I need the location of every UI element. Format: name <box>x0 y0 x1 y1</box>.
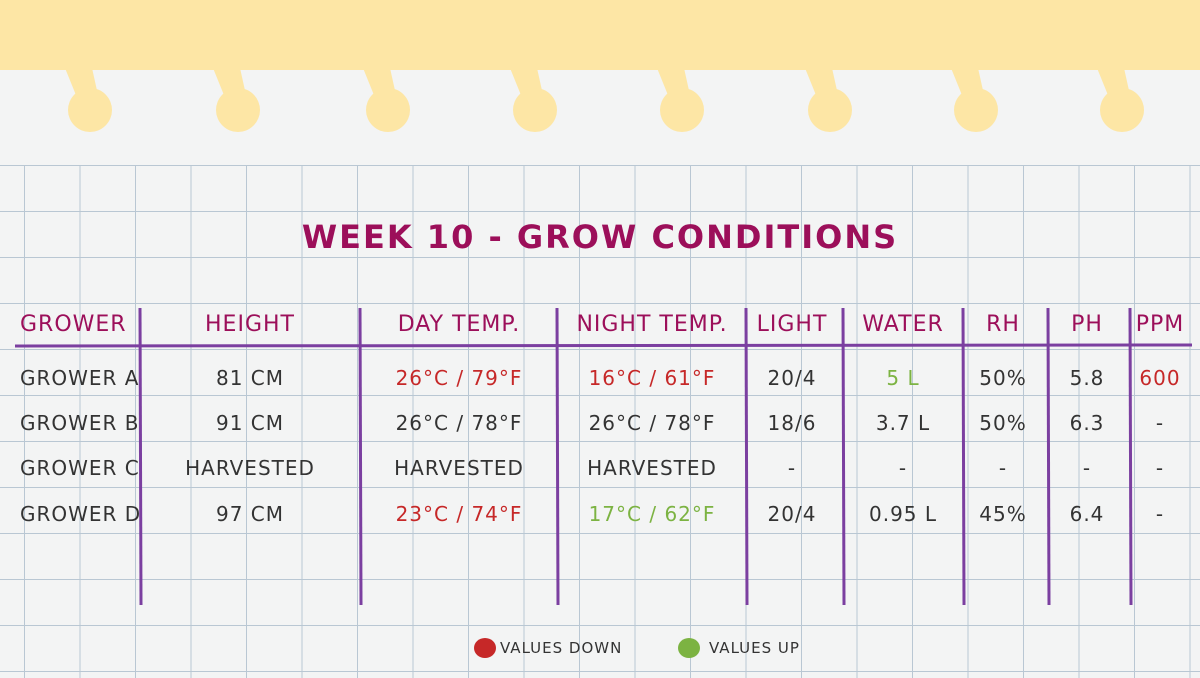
table-cell: HARVESTED <box>587 456 717 480</box>
table-cell: 26°C / 79°F <box>395 366 523 390</box>
table-cell: - <box>1155 456 1165 480</box>
column-header: NIGHT TEMP. <box>576 312 728 337</box>
table-cell: - <box>1082 456 1092 480</box>
column-rule <box>744 307 749 606</box>
tab-hole <box>513 88 557 132</box>
column-rule <box>555 307 560 606</box>
column-header: DAY TEMP. <box>397 312 521 337</box>
legend-swatch <box>474 638 496 658</box>
table-cell: - <box>898 456 908 480</box>
table-cell: 23°C / 74°F <box>395 502 523 526</box>
column-header: LIGHT <box>756 312 828 337</box>
table-cell: 20/4 <box>767 366 817 390</box>
table-cell: 3.7 L <box>875 411 931 435</box>
table-cell: 16°C / 61°F <box>588 366 716 390</box>
table-cell: GROWER A <box>20 366 140 390</box>
column-header: WATER <box>862 312 944 337</box>
table-cell: 26°C / 78°F <box>395 411 523 435</box>
table-cell: 20/4 <box>767 502 817 526</box>
table-cell: GROWER D <box>20 502 142 526</box>
column-rule <box>358 307 363 606</box>
tab-hole <box>366 88 410 132</box>
table-cell: 26°C / 78°F <box>588 411 716 435</box>
title: WEEK 10 - GROW CONDITIONS <box>301 218 899 256</box>
table-cell: 6.4 <box>1069 502 1105 526</box>
table-cell: 5.8 <box>1069 366 1105 390</box>
table-cell: 97 CM <box>215 502 285 526</box>
table-cell: 50% <box>979 366 1027 390</box>
grid-paper <box>0 165 1200 678</box>
tab-hole <box>68 88 112 132</box>
tab-hole <box>1100 88 1144 132</box>
column-rule <box>841 307 846 606</box>
column-rule <box>961 307 966 606</box>
table-cell: - <box>1155 411 1165 435</box>
table-cell: 0.95 L <box>868 502 938 526</box>
legend-swatch <box>678 638 700 658</box>
table-cell: 18/6 <box>767 411 817 435</box>
top-band <box>0 0 1200 70</box>
table-cell: - <box>787 456 797 480</box>
tab-hole <box>954 88 998 132</box>
header-rule <box>14 343 1193 348</box>
column-header: RH <box>986 312 1020 337</box>
binder-tabs <box>65 68 1144 132</box>
table-cell: 5 L <box>886 366 920 390</box>
column-rule <box>138 307 143 606</box>
column-header: PPM <box>1135 312 1185 337</box>
column-rule <box>1128 307 1133 606</box>
table-cell: 600 <box>1139 366 1181 390</box>
table-cell: 45% <box>979 502 1027 526</box>
table-cell: GROWER C <box>20 456 140 480</box>
tab-hole <box>808 88 852 132</box>
table-cell: GROWER B <box>20 411 140 435</box>
column-header: GROWER <box>20 312 127 337</box>
tab-hole <box>660 88 704 132</box>
table-cell: - <box>998 456 1008 480</box>
column-header: HEIGHT <box>205 312 295 337</box>
table-cell: 50% <box>979 411 1027 435</box>
table-cell: 81 CM <box>215 366 285 390</box>
table-cell: - <box>1155 502 1165 526</box>
table-cell: 17°C / 62°F <box>588 502 716 526</box>
column-header: PH <box>1071 312 1103 337</box>
legend-label: VALUES DOWN <box>500 639 623 657</box>
column-rule <box>1046 307 1051 606</box>
table-cell: HARVESTED <box>185 456 315 480</box>
table-cell: HARVESTED <box>394 456 524 480</box>
table-cell: 6.3 <box>1069 411 1105 435</box>
tab-hole <box>216 88 260 132</box>
table-cell: 91 CM <box>215 411 285 435</box>
legend-label: VALUES UP <box>709 639 800 657</box>
